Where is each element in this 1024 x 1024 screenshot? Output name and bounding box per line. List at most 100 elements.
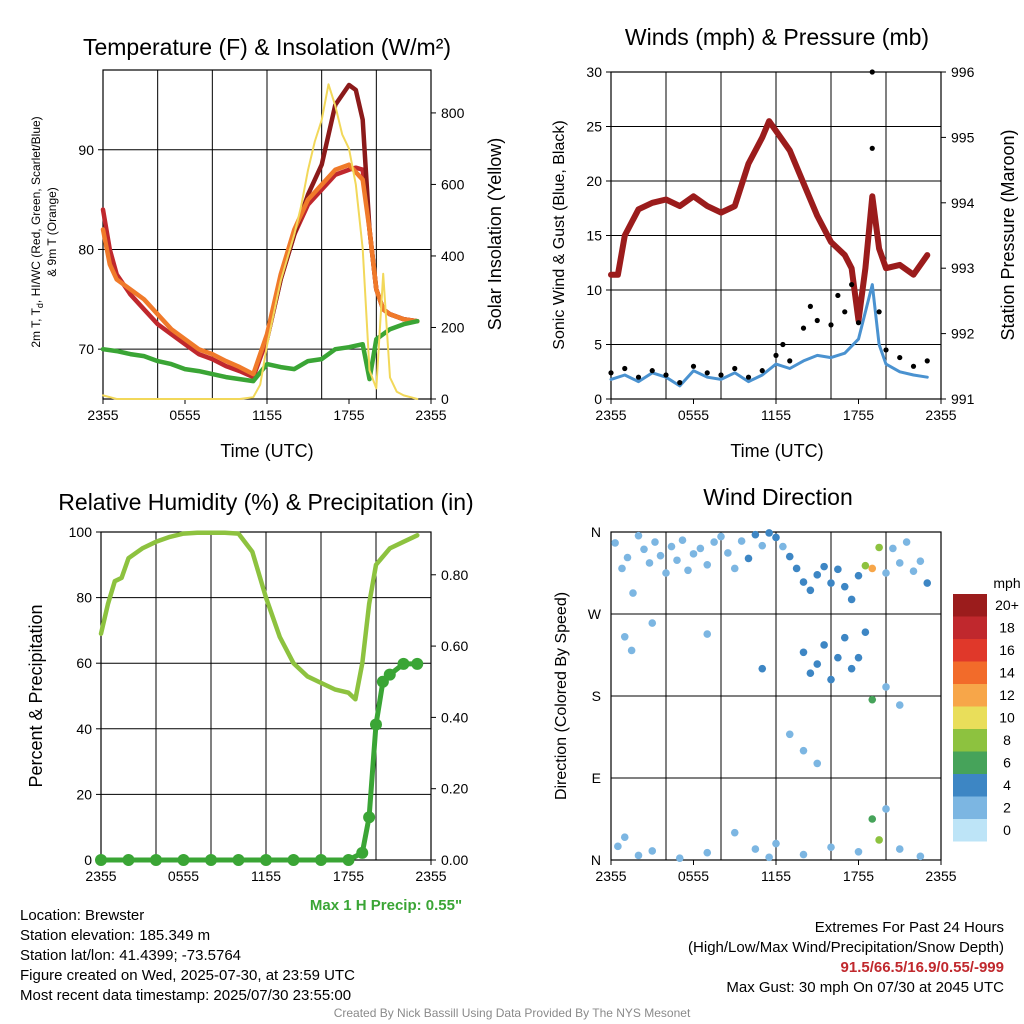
gust-point [897,354,903,361]
precip-line [98,661,420,863]
panel1-y-tick-label: 30 [586,64,602,80]
wind-direction-point [614,842,622,851]
colorbar-swatch [953,751,987,774]
wind-direction-point [827,675,835,684]
colorbar-swatch [953,661,987,684]
panel1-x-tick-label: 2355 [595,407,626,423]
panel3-x-tick-label: 2355 [595,868,626,884]
panel1-y-tick-label: 10 [586,282,602,298]
precip-point [315,854,327,866]
wind-direction-point [923,579,932,587]
gust-point [924,358,930,364]
precip-point [287,854,300,866]
winds-title: Winds (mph) & Pressure (mb) [625,24,929,50]
colorbar-label: 4 [1003,777,1011,793]
wind-direction-point [710,538,718,546]
humidity-y-axis-title: Percent & Precipitation [26,604,46,787]
wind-direction-point [895,845,904,853]
panel2-x-tick-label: 2355 [415,868,446,884]
wind-direction-point [645,559,654,567]
wind-direction-point [678,536,687,544]
wind-direction-point [744,554,753,563]
wind-direction-point [648,619,657,627]
gust-point [876,309,882,315]
winds-series-1 [608,118,931,324]
wind-direction-point [772,839,780,848]
wind-direction-point [675,854,684,862]
wind-direction-point [868,695,877,704]
panel1-y2-tick-label: 994 [951,195,975,211]
panel0-x-tick-label: 2355 [87,407,118,423]
panel3-x-tick-label: 1155 [761,868,791,884]
panel0-x-tick-label: 1155 [252,407,282,423]
wind-direction-point [724,549,732,557]
wind-direction-point [820,641,828,649]
panel1-y-tick-label: 5 [594,337,602,353]
wind-direction-point [827,579,835,587]
colorbar-label: 18 [999,620,1015,636]
wind-direction-point [779,542,787,551]
wind-direction-point [634,851,643,860]
wind-direction-point [667,542,676,551]
colorbar-swatch [953,616,987,639]
gust-point [828,322,834,328]
colorbar-swatch [953,639,987,662]
extremes-legend: (High/Low/Max Wind/Precipitation/Snow De… [688,939,1004,956]
wind-direction-point [799,648,808,657]
wind-direction-point [611,539,619,547]
wind-direction-point [751,530,760,539]
panel1-y-tick-label: 15 [586,228,602,244]
wind-direction-point [799,850,808,859]
panel2-y2-tick-label: 0.00 [441,852,468,868]
colorbar-swatch [953,819,987,842]
gust-point [883,347,889,353]
wind-direction-point [868,815,877,823]
gust-point [814,317,820,324]
gust-point [608,370,614,376]
figure-created: Figure created on Wed, 2025-07-30, at 23… [20,967,355,984]
wind-direction-point [689,550,698,558]
wind-direction-point [785,552,794,561]
wind-direction-point [813,759,822,768]
wind-direction-point [618,564,626,573]
gust-point [869,145,875,151]
precip-point [383,668,396,681]
wind-direction-point [623,553,632,562]
colorbar-label: 0 [1003,822,1011,838]
gust-point [780,341,786,348]
wind-direction-point [847,595,856,604]
wind-direction-point [651,538,659,546]
panel2-x-tick-label: 1755 [333,868,364,884]
wind-direction-point [662,569,670,577]
panel3-y-tick-label: W [588,606,602,622]
gust-point [690,363,697,369]
wind-direction-point [751,845,760,853]
wind-direction-point [799,578,808,586]
panel0-x-tick-label: 2355 [415,407,446,423]
panel1-y-tick-label: 20 [586,173,602,189]
gust-point [635,374,642,380]
wind-direction-point [806,586,815,595]
wind-direction-point [854,571,863,580]
precip-point [342,854,355,866]
temperature-series-1 [264,82,420,342]
gust-point [869,69,875,75]
humidity-series-0 [98,530,420,702]
wind-direction-point [834,653,842,662]
extremes-panel: Extremes For Past 24 Hours (High/Low/Max… [688,918,1004,998]
wind-direction-point [640,545,648,554]
wind-direction-point [861,628,870,637]
gust-point [704,370,710,376]
precip-point [260,854,272,866]
wind-direction-point [648,847,657,855]
panel1-y2-tick-label: 996 [951,64,975,80]
precip-point [411,657,424,670]
panel2-y-tick-label: 40 [76,721,92,737]
wind-direction-point [703,848,712,857]
panel0-y2-tick-label: 600 [441,176,465,192]
panel2-y-tick-label: 20 [76,786,92,802]
wind-direction-point [875,543,883,552]
wind-direction-point [834,565,842,574]
temperature-y2-axis-title: Solar Insolation (Yellow) [485,138,505,330]
colorbar-swatch [953,774,987,797]
